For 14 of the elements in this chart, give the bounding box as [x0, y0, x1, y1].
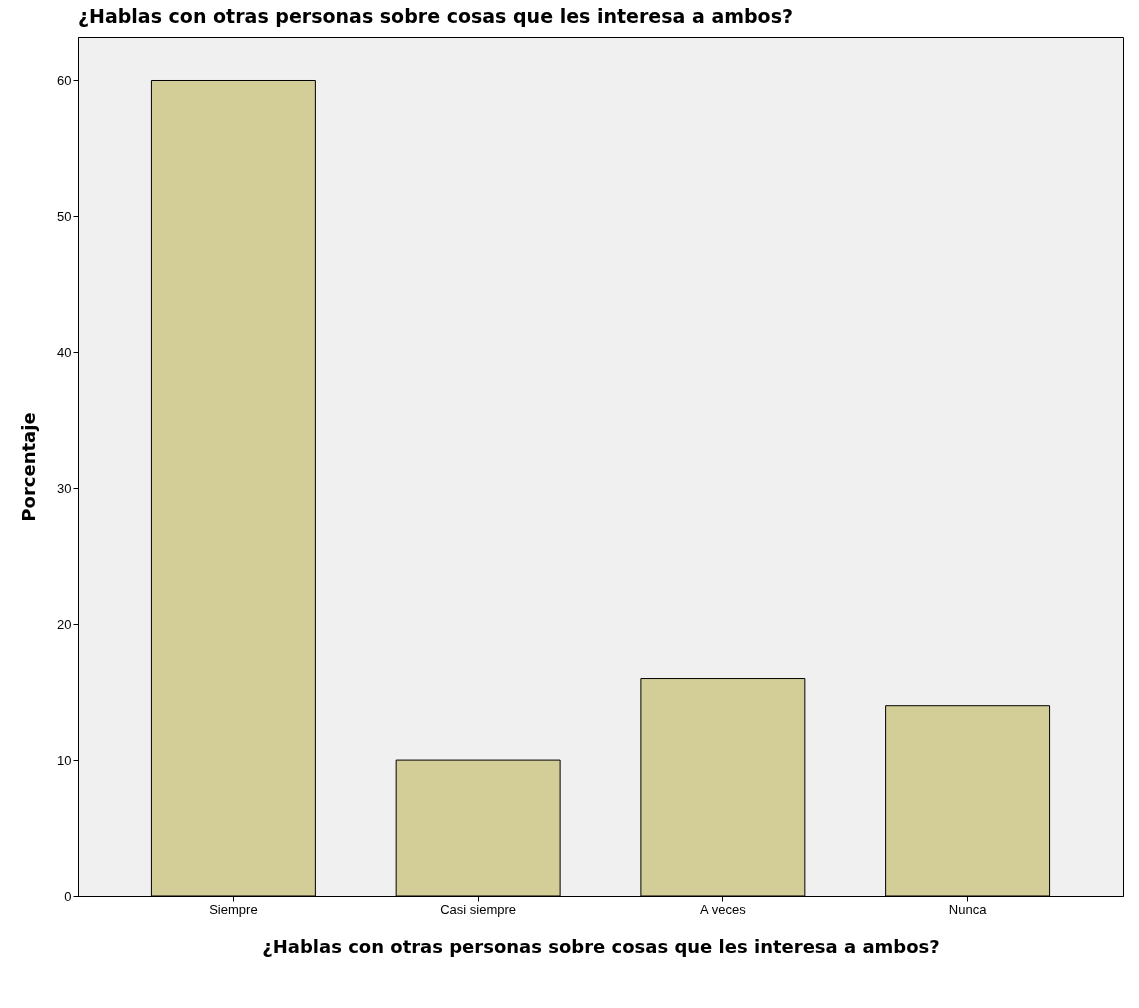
y-axis-title: Porcentaje	[18, 412, 40, 522]
y-tick-label: 30	[57, 480, 72, 496]
chart-title: ¿Hablas con otras personas sobre cosas que les interesa a ambos?	[78, 5, 794, 27]
y-tick-label: 10	[57, 752, 72, 768]
x-tick-label: Siempre	[209, 901, 258, 917]
y-tick-label: 0	[64, 888, 72, 904]
y-tick-label: 50	[57, 208, 72, 224]
x-axis-title: ¿Hablas con otras personas sobre cosas que les interesa a ambos?	[262, 935, 940, 957]
y-tick-label: 60	[57, 72, 72, 88]
y-tick-label: 40	[57, 344, 72, 360]
x-tick-label: A veces	[700, 901, 747, 917]
y-tick-label: 20	[57, 616, 72, 632]
x-tick-label: Nunca	[948, 901, 988, 917]
x-tick-label: Casi siempre	[440, 901, 517, 917]
